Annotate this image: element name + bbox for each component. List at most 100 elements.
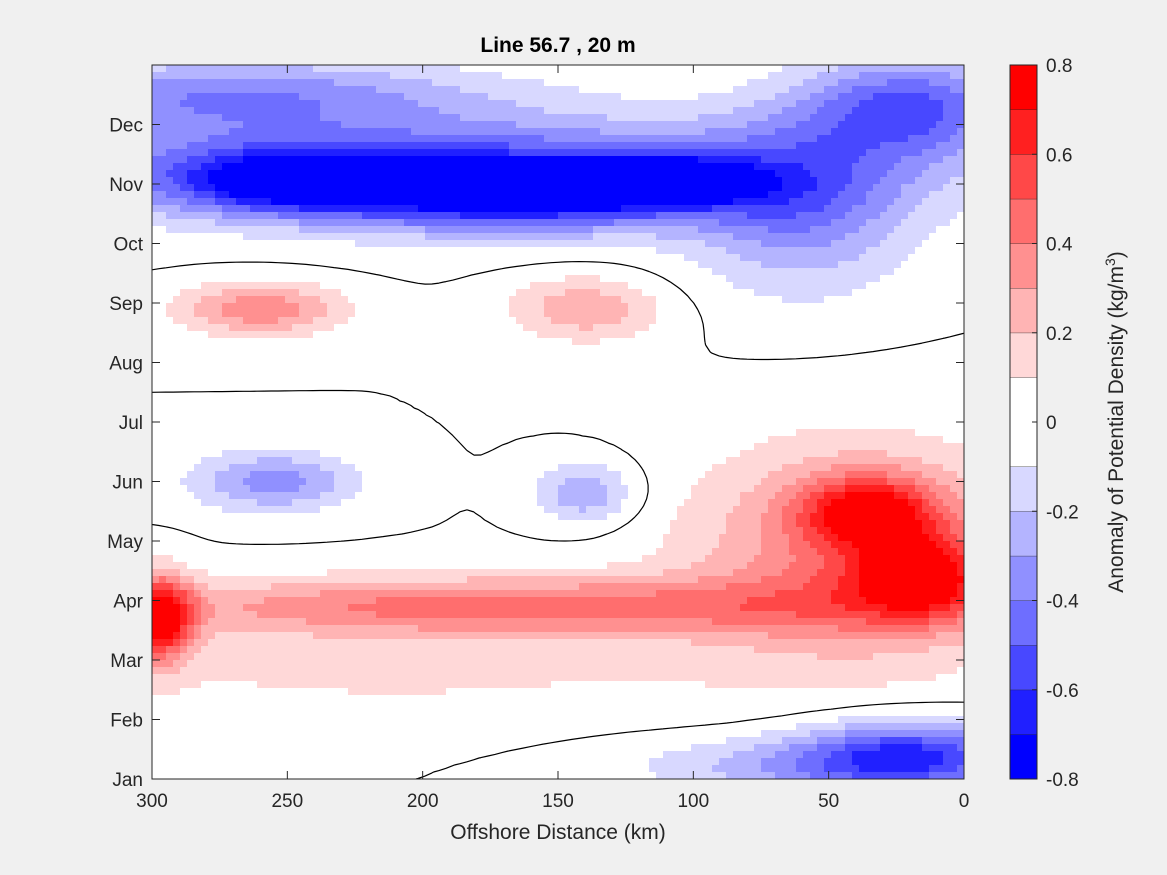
- heatmap-cell: [628, 289, 636, 297]
- heatmap-cell: [747, 79, 755, 87]
- heatmap-cell: [831, 331, 839, 339]
- heatmap-cell: [495, 93, 503, 101]
- heatmap-cell: [929, 261, 937, 269]
- heatmap-cell: [810, 156, 818, 164]
- heatmap-cell: [432, 352, 440, 360]
- heatmap-cell: [243, 352, 251, 360]
- heatmap-cell: [803, 184, 811, 192]
- heatmap-cell: [299, 79, 307, 87]
- heatmap-cell: [936, 324, 944, 332]
- heatmap-cell: [929, 331, 937, 339]
- heatmap-cell: [838, 184, 846, 192]
- heatmap-cell: [586, 261, 594, 269]
- heatmap-cell: [831, 303, 839, 311]
- heatmap-cell: [817, 156, 825, 164]
- heatmap-cell: [348, 296, 356, 304]
- heatmap-cell: [628, 233, 636, 241]
- heatmap-cell: [873, 331, 881, 339]
- heatmap-cell: [159, 184, 167, 192]
- heatmap-cell: [299, 331, 307, 339]
- heatmap-cell: [187, 254, 195, 262]
- heatmap-cell: [516, 282, 524, 290]
- heatmap-cell: [558, 93, 566, 101]
- heatmap-cell: [621, 310, 629, 318]
- heatmap-cell: [950, 93, 958, 101]
- heatmap-cell: [768, 233, 776, 241]
- heatmap-cell: [474, 93, 482, 101]
- heatmap-cell: [922, 359, 930, 367]
- heatmap-cell: [558, 219, 566, 227]
- heatmap-cell: [334, 247, 342, 255]
- heatmap-cell: [257, 72, 265, 80]
- heatmap-cell: [460, 317, 468, 325]
- heatmap-cell: [915, 219, 923, 227]
- heatmap-cell: [166, 275, 174, 283]
- heatmap-cell: [789, 163, 797, 171]
- heatmap-cell: [726, 177, 734, 185]
- heatmap-cell: [243, 163, 251, 171]
- heatmap-cell: [740, 296, 748, 304]
- heatmap-cell: [656, 296, 664, 304]
- heatmap-cell: [831, 128, 839, 136]
- heatmap-cell: [453, 296, 461, 304]
- heatmap-cell: [831, 289, 839, 297]
- heatmap-cell: [642, 226, 650, 234]
- heatmap-cell: [705, 317, 713, 325]
- heatmap-cell: [453, 268, 461, 276]
- heatmap-cell: [439, 268, 447, 276]
- heatmap-cell: [810, 191, 818, 199]
- heatmap-cell: [565, 359, 573, 367]
- heatmap-cell: [642, 261, 650, 269]
- heatmap-cell: [418, 275, 426, 283]
- heatmap-cell: [173, 177, 181, 185]
- heatmap-cell: [439, 331, 447, 339]
- heatmap-cell: [404, 163, 412, 171]
- heatmap-cell: [341, 359, 349, 367]
- heatmap-cell: [775, 156, 783, 164]
- heatmap-cell: [677, 170, 685, 178]
- heatmap-cell: [236, 219, 244, 227]
- heatmap-cell: [635, 219, 643, 227]
- heatmap-cell: [509, 191, 517, 199]
- heatmap-cell: [866, 331, 874, 339]
- heatmap-cell: [208, 275, 216, 283]
- heatmap-cell: [607, 149, 615, 157]
- heatmap-cell: [411, 191, 419, 199]
- heatmap-cell: [418, 247, 426, 255]
- heatmap-cell: [159, 331, 167, 339]
- heatmap-cell: [894, 219, 902, 227]
- heatmap-cell: [509, 72, 517, 80]
- heatmap-cell: [845, 177, 853, 185]
- heatmap-cell: [215, 121, 223, 129]
- heatmap-cell: [201, 191, 209, 199]
- heatmap-cell: [852, 184, 860, 192]
- heatmap-cell: [768, 289, 776, 297]
- heatmap-cell: [544, 177, 552, 185]
- heatmap-cell: [229, 275, 237, 283]
- heatmap-cell: [397, 359, 405, 367]
- heatmap-cell: [887, 107, 895, 115]
- heatmap-cell: [824, 282, 832, 290]
- heatmap-cell: [516, 156, 524, 164]
- heatmap-cell: [201, 324, 209, 332]
- heatmap-cell: [950, 310, 958, 318]
- heatmap-cell: [523, 233, 531, 241]
- heatmap-cell: [306, 121, 314, 129]
- heatmap-cell: [628, 254, 636, 262]
- heatmap-cell: [362, 289, 370, 297]
- heatmap-cell: [733, 317, 741, 325]
- heatmap-cell: [663, 219, 671, 227]
- heatmap-cell: [383, 282, 391, 290]
- heatmap-cell: [306, 128, 314, 136]
- heatmap-cell: [740, 226, 748, 234]
- heatmap-cell: [859, 107, 867, 115]
- heatmap-cell: [348, 114, 356, 122]
- heatmap-cell: [453, 121, 461, 129]
- heatmap-cell: [712, 184, 720, 192]
- heatmap-cell: [621, 338, 629, 346]
- heatmap-cell: [313, 86, 321, 94]
- heatmap-cell: [537, 149, 545, 157]
- heatmap-cell: [838, 240, 846, 248]
- heatmap-cell: [831, 100, 839, 108]
- heatmap-cell: [565, 254, 573, 262]
